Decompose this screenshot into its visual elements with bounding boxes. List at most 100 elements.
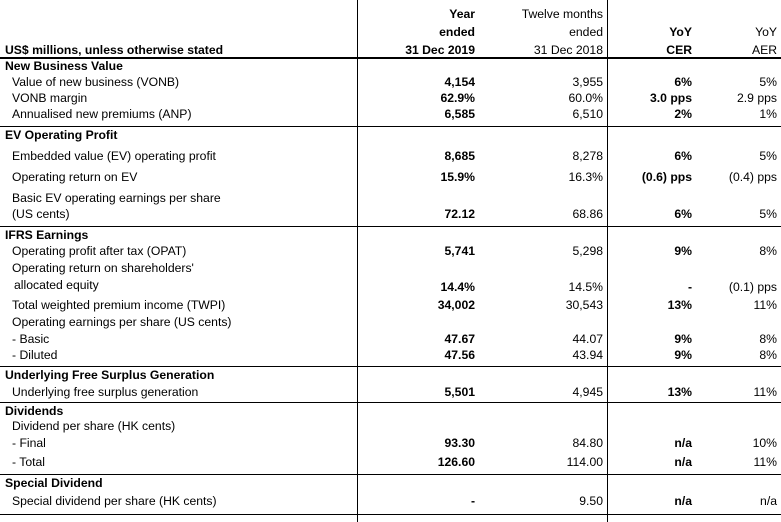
row-label: - Final xyxy=(12,436,46,450)
header-prior-line1: Twelve months xyxy=(521,7,603,21)
header-year-line2: ended xyxy=(439,25,475,39)
section-title: Underlying Free Surplus Generation xyxy=(5,368,215,382)
header-year-line1: Year xyxy=(449,7,475,21)
row-label: - Diluted xyxy=(12,348,58,362)
section-title: IFRS Earnings xyxy=(5,228,89,242)
value-2019: 47.67 xyxy=(444,332,476,346)
value-2019: 62.9% xyxy=(440,91,475,105)
value-2018: 68.86 xyxy=(572,207,604,221)
row-label: Value of new business (VONB) xyxy=(12,75,180,89)
value-2018: 44.07 xyxy=(572,332,604,346)
section-title: Special Dividend xyxy=(5,476,103,490)
value-2018: 30,543 xyxy=(565,298,603,312)
yoy-aer: 11% xyxy=(753,298,778,312)
row-label-cont: (US cents) xyxy=(12,207,70,221)
value-2019: 5,501 xyxy=(444,385,476,399)
value-2019: 14.4% xyxy=(440,280,475,294)
value-2018: 60.0% xyxy=(568,91,603,105)
header-cer-line2: CER xyxy=(666,43,692,57)
value-2019: 4,154 xyxy=(444,75,476,89)
yoy-aer: 10% xyxy=(752,436,777,450)
yoy-aer: 8% xyxy=(759,332,777,346)
yoy-aer: 1% xyxy=(759,107,777,121)
yoy-cer: 6% xyxy=(674,207,692,221)
header-year-line3: 31 Dec 2019 xyxy=(405,43,475,57)
value-2018: 114.00 xyxy=(566,455,603,469)
yoy-aer: 8% xyxy=(759,244,777,258)
value-2018: 16.3% xyxy=(568,170,603,184)
row-label: - Total xyxy=(12,455,45,469)
yoy-aer: n/a xyxy=(760,494,777,508)
yoy-aer: 5% xyxy=(759,207,777,221)
yoy-aer: 5% xyxy=(759,75,777,89)
yoy-aer: 2.9 pps xyxy=(737,91,777,105)
yoy-cer: - xyxy=(687,280,692,294)
row-label: Operating return on EV xyxy=(12,170,138,184)
value-2018: 4,945 xyxy=(572,385,604,399)
value-2019: 34,002 xyxy=(437,298,475,312)
header-units-label: US$ millions, unless otherwise stated xyxy=(5,43,224,57)
value-2019: 8,685 xyxy=(444,149,476,163)
table-header: Year ended 31 Dec 2019 Twelve months end… xyxy=(0,5,781,57)
yoy-cer: 9% xyxy=(674,332,692,346)
row-label: Operating earnings per share (US cents) xyxy=(12,315,232,329)
value-2019: - xyxy=(470,494,475,508)
yoy-cer: n/a xyxy=(674,494,692,508)
yoy-cer: 13% xyxy=(667,385,692,399)
section-title: Dividends xyxy=(5,404,64,418)
yoy-cer: (0.6) pps xyxy=(641,170,692,184)
value-2018: 14.5% xyxy=(568,280,603,294)
header-cer-line1: YoY xyxy=(669,25,692,39)
column-divider xyxy=(607,0,608,522)
row-label: Embedded value (EV) operating profit xyxy=(12,149,216,163)
value-2018: 9.50 xyxy=(579,494,603,508)
row-label-cont: allocated equity xyxy=(14,278,99,292)
yoy-cer: n/a xyxy=(674,455,692,469)
yoy-cer: n/a xyxy=(674,436,692,450)
header-prior-line2: ended xyxy=(569,25,603,39)
value-2018: 84.80 xyxy=(572,436,604,450)
column-divider xyxy=(357,0,358,522)
value-2018: 3,955 xyxy=(572,75,604,89)
header-prior-line3: 31 Dec 2018 xyxy=(533,43,603,57)
yoy-cer: 6% xyxy=(674,75,692,89)
row-label: Underlying free surplus generation xyxy=(12,385,199,399)
value-2018: 6,510 xyxy=(572,107,604,121)
value-2019: 5,741 xyxy=(444,244,476,258)
section-divider xyxy=(0,366,781,367)
yoy-cer: 6% xyxy=(674,149,692,163)
yoy-aer: 5% xyxy=(759,149,777,163)
value-2018: 43.94 xyxy=(572,348,604,362)
table-bottom-border xyxy=(0,514,781,515)
yoy-cer: 9% xyxy=(674,244,692,258)
row-label: Total weighted premium income (TWPI) xyxy=(12,298,226,312)
row-label: Annualised new premiums (ANP) xyxy=(12,107,192,121)
yoy-cer: 3.0 pps xyxy=(650,91,692,105)
yoy-cer: 13% xyxy=(667,298,692,312)
yoy-cer: 9% xyxy=(674,348,692,362)
yoy-aer: 11% xyxy=(753,385,778,399)
value-2019: 72.12 xyxy=(444,207,476,221)
value-2018: 5,298 xyxy=(572,244,604,258)
section-title: New Business Value xyxy=(5,59,123,73)
row-label: Operating return on shareholders' xyxy=(12,261,194,275)
section-divider xyxy=(0,226,781,227)
section-title: EV Operating Profit xyxy=(5,128,118,142)
value-2018: 8,278 xyxy=(572,149,604,163)
row-label: Basic EV operating earnings per share xyxy=(12,191,221,205)
header-aer-line2: AER xyxy=(751,43,777,57)
section-divider xyxy=(0,402,781,403)
row-label: - Basic xyxy=(12,332,50,346)
header-aer-line1: YoY xyxy=(755,25,777,39)
value-2019: 47.56 xyxy=(444,348,476,362)
row-label: Dividend per share (HK cents) xyxy=(12,419,176,433)
yoy-aer: (0.4) pps xyxy=(728,170,777,184)
yoy-aer: (0.1) pps xyxy=(728,280,777,294)
yoy-cer: 2% xyxy=(674,107,692,121)
value-2019: 93.30 xyxy=(444,436,476,450)
row-label: Special dividend per share (HK cents) xyxy=(12,494,217,508)
section-divider xyxy=(0,474,781,475)
value-2019: 126.60 xyxy=(437,455,475,469)
yoy-aer: 8% xyxy=(759,348,777,362)
